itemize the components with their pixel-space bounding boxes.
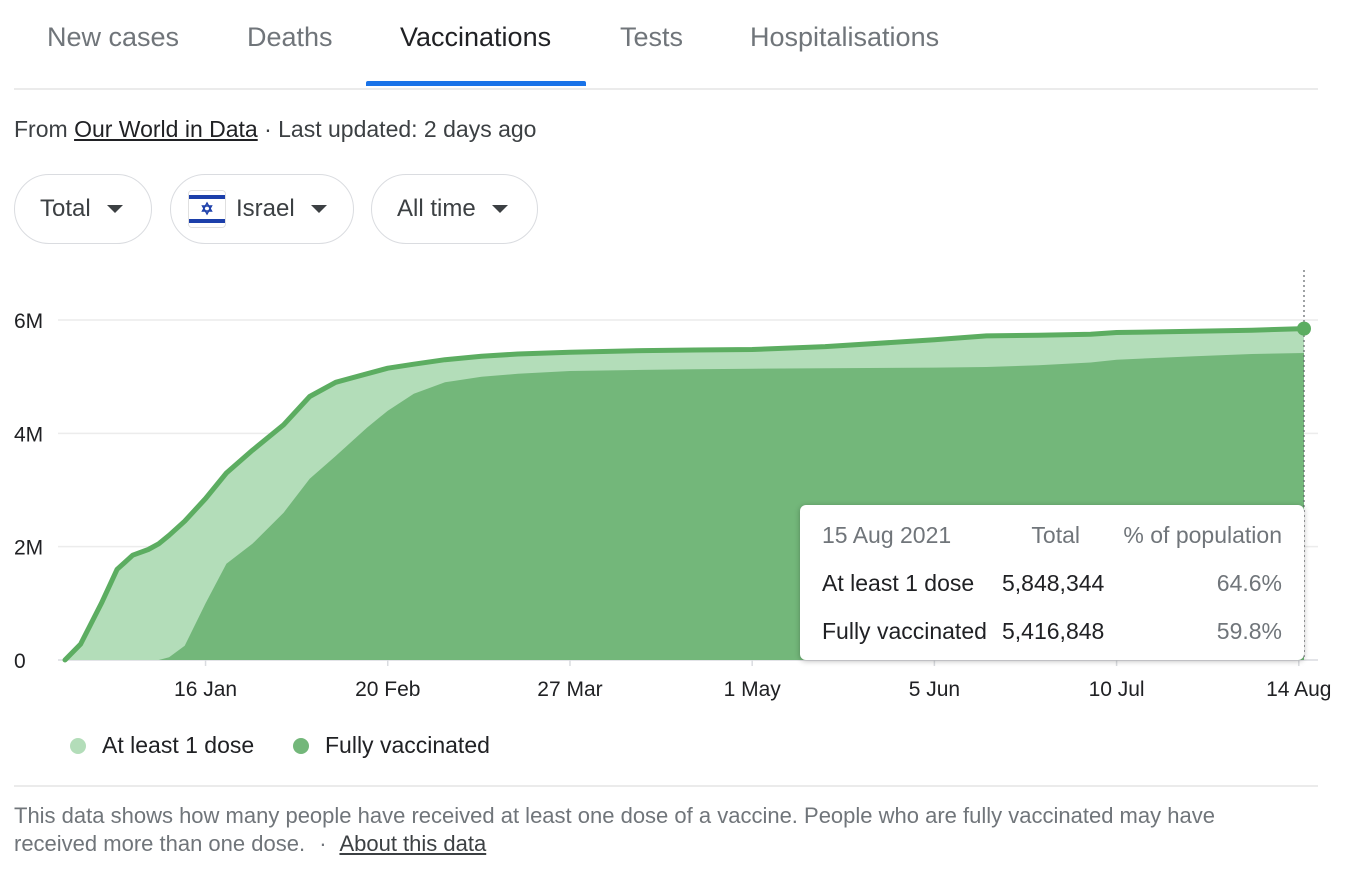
metric-dropdown-label: Total (40, 195, 91, 222)
chart-tooltip: 15 Aug 2021 Total % of population At lea… (800, 505, 1304, 660)
country-dropdown-label: Israel (236, 195, 295, 222)
tab-vaccinations[interactable]: Vaccinations (400, 22, 552, 52)
tab-deaths[interactable]: Deaths (247, 22, 333, 52)
legend-label: Fully vaccinated (325, 732, 490, 758)
source-prefix: From (14, 116, 68, 142)
country-dropdown[interactable]: Israel (170, 174, 354, 244)
source-line: From Our World in Data · Last updated: 2… (14, 116, 536, 143)
data-description: This data shows how many people have rec… (14, 802, 1304, 858)
legend-label: At least 1 dose (102, 732, 255, 758)
x-tick-label: 5 Jun (909, 678, 960, 701)
chevron-down-icon (491, 205, 508, 213)
legend-swatch (293, 737, 309, 754)
tooltip-row-label: Fully vaccinated (822, 618, 987, 644)
tab-hospitalisations[interactable]: Hospitalisations (750, 22, 940, 52)
x-tick-label: 14 Aug (1266, 678, 1331, 701)
time-range-dropdown[interactable]: All time (371, 174, 538, 244)
divider (14, 785, 1318, 787)
x-tick-label: 27 Mar (537, 678, 602, 701)
chevron-down-icon (310, 205, 327, 213)
legend-item-first-dose[interactable]: At least 1 dose (70, 732, 254, 759)
tooltip-row-total: 5,416,848 (1002, 618, 1105, 644)
tooltip-total-header: Total (1031, 522, 1080, 548)
metric-dropdown[interactable]: Total (14, 174, 152, 244)
tooltip-row-pct: 64.6% (1216, 570, 1282, 596)
x-tick-label: 1 May (724, 678, 782, 701)
tooltip-row-total: 5,848,344 (1002, 570, 1105, 596)
legend-swatch (70, 737, 86, 754)
tooltip-date: 15 Aug 2021 (822, 522, 952, 548)
x-tick-label: 10 Jul (1089, 678, 1145, 701)
active-tab-indicator (366, 81, 586, 86)
y-tick-label: 2M (14, 537, 43, 560)
y-tick-label: 6M (14, 310, 43, 333)
tooltip-row-label: At least 1 dose (822, 570, 975, 596)
y-tick-label: 4M (14, 423, 43, 446)
source-link[interactable]: Our World in Data (74, 116, 258, 142)
about-data-link[interactable]: About this data (339, 831, 487, 856)
footer-text: This data shows how many people have rec… (14, 803, 1215, 856)
tooltip-pct-header: % of population (1123, 522, 1282, 548)
x-tick-label: 20 Feb (355, 678, 420, 701)
hover-point (1297, 321, 1311, 336)
y-tick-label: 0 (14, 650, 26, 673)
israel-flag-icon (188, 190, 226, 228)
time-range-dropdown-label: All time (397, 195, 476, 222)
footer-separator: · (319, 831, 327, 856)
x-tick-label: 16 Jan (174, 678, 237, 701)
last-updated: · Last updated: 2 days ago (264, 116, 537, 142)
tooltip-row-pct: 59.8% (1216, 618, 1282, 644)
line-at-least-1-dose (62, 326, 1307, 663)
chevron-down-icon (106, 205, 123, 213)
tab-new-cases[interactable]: New cases (47, 22, 180, 52)
tab-tests[interactable]: Tests (620, 22, 684, 52)
legend-item-fully-vaccinated[interactable]: Fully vaccinated (293, 732, 490, 759)
tab-bar: New cases Deaths Vaccinations Tests Hosp… (14, 0, 1318, 90)
